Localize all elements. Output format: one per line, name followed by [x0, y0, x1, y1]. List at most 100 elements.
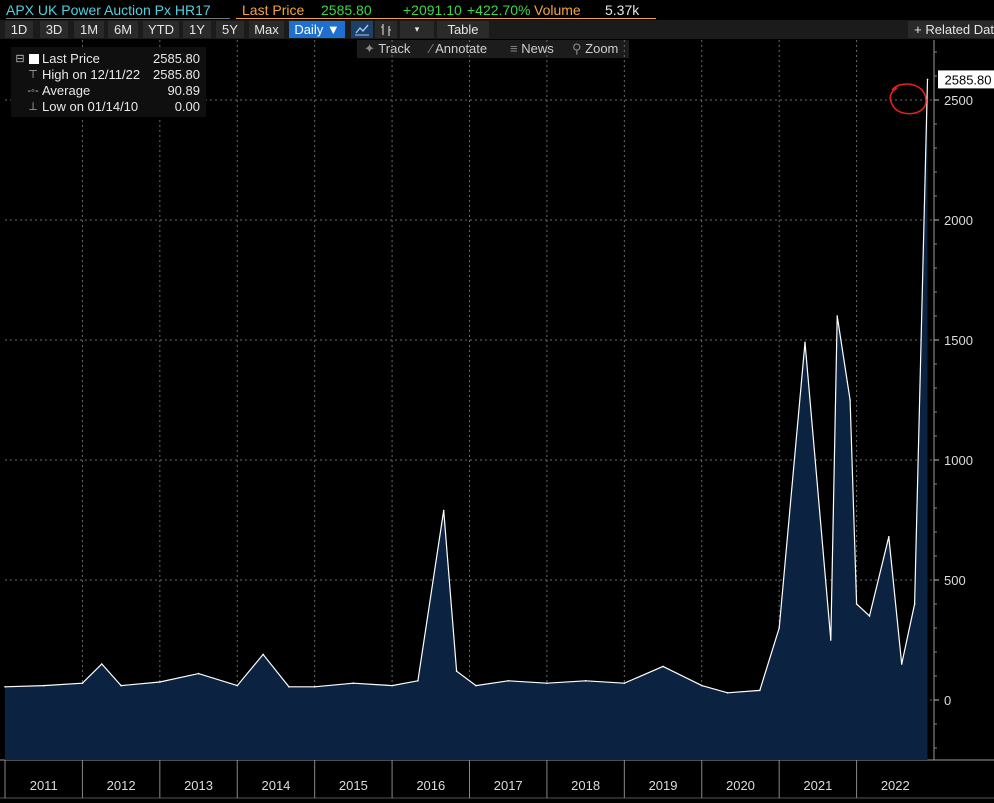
series-point	[197, 672, 200, 675]
series-point	[836, 315, 839, 317]
change-value: +2091.10	[403, 2, 462, 18]
change-pct: +422.70%	[467, 2, 531, 18]
legend-low-value: 0.00	[174, 99, 200, 114]
low-marker-icon: ⊥	[28, 101, 38, 113]
x-tick-label: 2022	[881, 778, 910, 793]
zoom-label: Zoom	[585, 41, 619, 56]
series-point	[868, 615, 871, 617]
range-1y[interactable]: 1Y	[183, 21, 211, 38]
last-price-label: Last Price	[242, 2, 305, 18]
series-point	[759, 689, 761, 692]
news-icon: ≡	[510, 41, 518, 56]
legend-low-label: Low on 01/14/10	[42, 99, 139, 114]
annotate-tool[interactable]: ∕ Annotate	[430, 40, 487, 58]
series-area	[5, 79, 928, 760]
bar-chart-icon-button[interactable]	[375, 21, 397, 38]
series-point	[913, 603, 916, 605]
series-point	[855, 603, 858, 605]
line-chart-icon-button[interactable]	[351, 21, 373, 38]
range-max[interactable]: Max	[249, 21, 284, 38]
series-point	[726, 692, 729, 694]
collapse-icon[interactable]: ⊟	[15, 53, 25, 65]
series-point	[313, 686, 316, 688]
series-point	[352, 682, 355, 684]
table-button[interactable]: Table	[437, 21, 489, 38]
series-point	[623, 682, 626, 684]
y-tick-label: 1000	[944, 453, 973, 468]
ohlc-bar-icon	[381, 24, 391, 36]
line-chart-icon	[355, 24, 369, 36]
legend-avg-value: 90.89	[167, 83, 200, 98]
series-point	[417, 680, 419, 682]
track-tool[interactable]: ✦ Track	[364, 40, 410, 58]
series-point	[262, 653, 264, 656]
range-ytd[interactable]: YTD	[143, 21, 179, 38]
series-line	[4, 79, 929, 694]
annotation-circle	[889, 83, 927, 115]
security-title: APX UK Power Auction Px HR17	[6, 2, 211, 18]
magnifier-icon: ⚲	[572, 41, 582, 56]
annotate-label: Annotate	[435, 41, 488, 56]
chart-tools	[357, 40, 629, 58]
last-price-value: 2585.80	[321, 2, 372, 18]
series-point	[662, 665, 664, 668]
volume-value: 5.37k	[605, 2, 640, 18]
legend-avg-label: Average	[42, 83, 91, 98]
last-value-tag	[938, 70, 994, 89]
series-point	[4, 686, 6, 688]
series-point	[81, 682, 84, 684]
series-point	[829, 639, 832, 641]
track-label: Track	[378, 41, 411, 56]
x-tick-label: 2018	[571, 778, 600, 793]
chart-legend: ⊟ Last Price 2585.80 ⊤ High on 12/11/22 …	[11, 47, 206, 117]
zoom-tool[interactable]: ⚲ Zoom	[572, 40, 618, 58]
x-tick-label: 2013	[184, 778, 213, 793]
chart-type-dropdown[interactable]: ▾	[400, 21, 434, 38]
x-tick-label: 2019	[649, 778, 678, 793]
series-point	[804, 341, 806, 344]
legend-low: ⊥ Low on 01/14/10 0.00	[11, 99, 206, 115]
volume-label: Volume	[534, 2, 581, 18]
series-point	[888, 536, 890, 538]
legend-high: ⊤ High on 12/11/22 2585.80	[11, 67, 206, 83]
series-point	[455, 670, 458, 672]
legend-last-label: Last Price	[42, 51, 100, 66]
series-point	[584, 680, 587, 682]
average-marker-icon: -◦-	[27, 85, 39, 97]
legend-high-label: High on 12/11/22	[42, 67, 141, 82]
period-dropdown[interactable]: Daily ▼	[289, 21, 345, 38]
header-divider-accent	[236, 18, 656, 19]
news-label: News	[521, 41, 554, 56]
series-point	[900, 663, 903, 665]
news-tool[interactable]: ≡ News	[510, 40, 554, 58]
series-point	[236, 684, 239, 687]
pencil-icon: ∕	[430, 41, 433, 56]
range-3d[interactable]: 3D	[40, 21, 68, 38]
legend-last-price: ⊟ Last Price 2585.80	[11, 51, 206, 67]
chevron-down-icon: ▾	[414, 24, 420, 34]
series-point	[42, 684, 45, 687]
x-tick-label: 2017	[494, 778, 523, 793]
series-point	[159, 681, 161, 683]
y-tick-label: 0	[944, 693, 951, 708]
series-point	[288, 686, 290, 688]
x-tick-label: 2016	[416, 778, 445, 793]
high-marker-icon: ⊤	[28, 69, 38, 81]
range-6m[interactable]: 6M	[108, 21, 138, 38]
range-5y[interactable]: 5Y	[216, 21, 244, 38]
y-tick-label: 2500	[944, 93, 973, 108]
header-divider	[6, 18, 230, 19]
toolbar	[0, 20, 994, 39]
range-1d[interactable]: 1D	[5, 21, 33, 38]
range-1m[interactable]: 1M	[74, 21, 104, 38]
crosshair-icon: ✦	[364, 41, 375, 56]
y-tick-label: 500	[944, 573, 966, 588]
legend-last-value: 2585.80	[153, 51, 200, 66]
series-point	[475, 684, 477, 687]
related-data-button[interactable]: + Related Dat	[908, 21, 994, 38]
legend-high-value: 2585.80	[153, 67, 200, 82]
series-point	[391, 684, 393, 687]
series-point	[849, 399, 851, 401]
series-point	[778, 627, 780, 629]
